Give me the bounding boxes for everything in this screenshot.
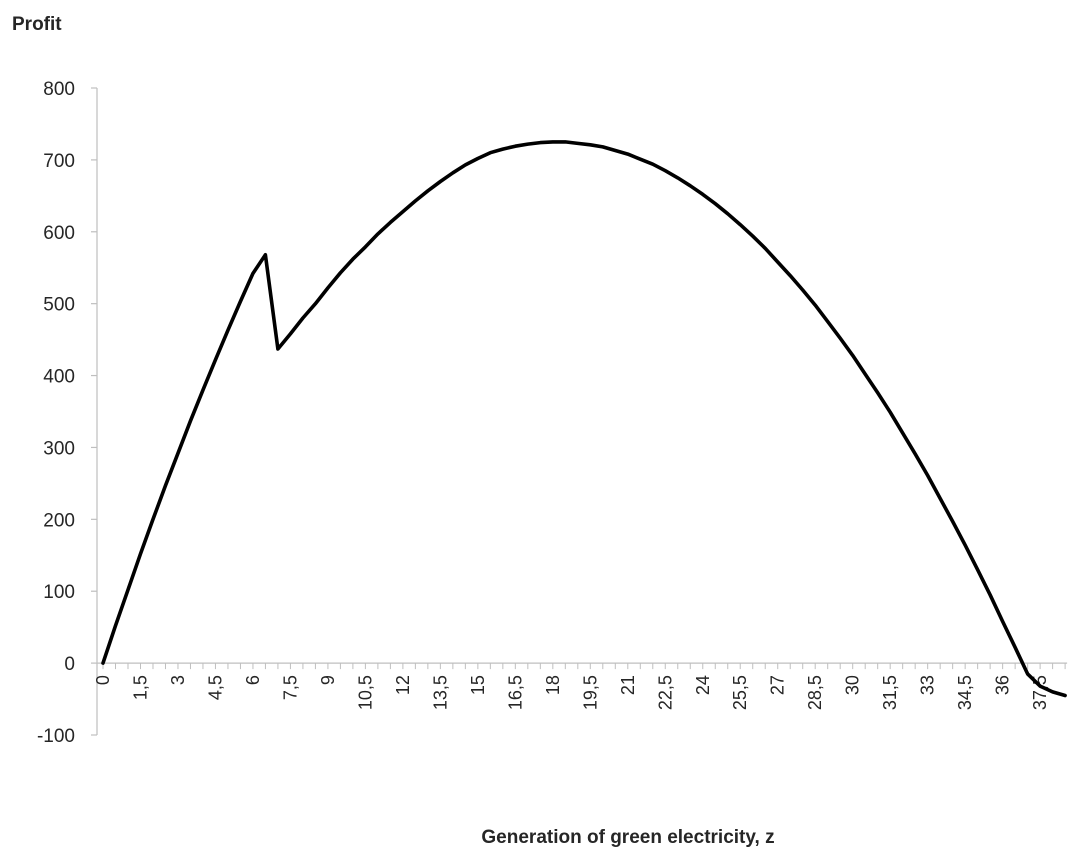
- y-axis-title: Profit: [12, 14, 62, 35]
- series-layer: [101, 140, 1067, 698]
- x-tick-label: 16,5: [505, 675, 525, 710]
- x-tick-label: 33: [918, 675, 938, 695]
- y-tick-label: 200: [43, 510, 75, 531]
- x-tick-label: 1,5: [130, 675, 150, 700]
- x-tick-label: 25,5: [730, 675, 750, 710]
- x-tick-label: 13,5: [430, 675, 450, 710]
- y-tick-label: -100: [37, 726, 75, 747]
- x-tick-label: 30: [843, 675, 863, 695]
- y-tick-label: 400: [43, 367, 75, 388]
- x-tick-label: 27: [768, 675, 788, 695]
- x-tick-label: 18: [543, 675, 563, 695]
- x-tick-label: 15: [468, 675, 488, 695]
- y-tick-label: 600: [43, 223, 75, 244]
- x-axis-title: Generation of green electricity, z: [481, 827, 774, 848]
- x-tick-label: 0: [93, 675, 113, 685]
- x-tick-label: 7,5: [280, 675, 300, 700]
- y-axis: -100 0 100 200 300 400 500 600 700 800: [37, 79, 98, 747]
- x-tick-label: 31,5: [880, 675, 900, 710]
- y-tick-label: 500: [43, 295, 75, 316]
- x-tick-label: 34,5: [955, 675, 975, 710]
- x-tick-label: 21: [618, 675, 638, 695]
- x-tick-label: 37,5: [1030, 675, 1050, 710]
- y-tick-label: 300: [43, 438, 75, 459]
- x-axis: 0 1,5 3 4,5 6 7,5 9 10,5 12 13,5 15 16,5 18 19,5 21 22,…: [93, 662, 1068, 710]
- y-tick-label: 800: [43, 79, 75, 100]
- x-tick-label: 4,5: [205, 675, 225, 700]
- x-tick-label: 19,5: [580, 675, 600, 710]
- x-tick-label: 36: [993, 675, 1013, 695]
- x-tick-label: 3: [168, 675, 188, 685]
- x-tick-label: 28,5: [805, 675, 825, 710]
- x-tick-label: 12: [393, 675, 413, 695]
- x-tick-label: 9: [318, 675, 338, 685]
- x-tick-label: 24: [693, 675, 713, 695]
- x-tick-label: 22,5: [655, 675, 675, 710]
- x-tick-label: 10,5: [355, 675, 375, 710]
- y-tick-label: 0: [64, 654, 75, 675]
- y-tick-label: 700: [43, 151, 75, 172]
- y-tick-label: 100: [43, 582, 75, 603]
- series-line: [101, 140, 1067, 698]
- x-tick-label: 6: [243, 675, 263, 685]
